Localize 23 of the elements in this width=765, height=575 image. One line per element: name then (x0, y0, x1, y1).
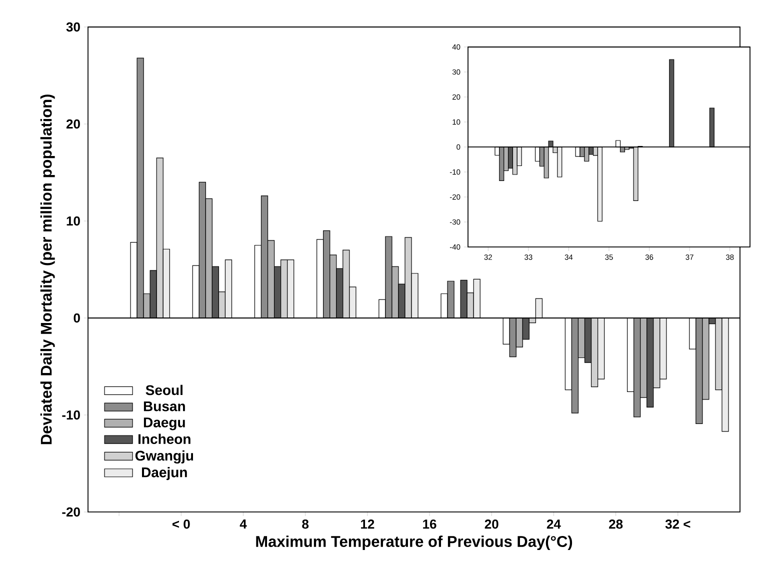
y-tick-label: 10 (66, 216, 80, 226)
x-tick-label: 4 (240, 520, 247, 528)
legend-label: Gwangju (135, 450, 194, 464)
legend-label: Daejun (142, 467, 187, 480)
y-axis-title: Deviated Daily Mortality (per million population) (40, 94, 55, 444)
y-tick-label: 30 (66, 22, 80, 32)
legend-label: Seoul (146, 384, 182, 396)
x-tick-label: 20 (484, 520, 498, 529)
x-axis-title: Maximum Temperature of Previous Day(°C) (256, 536, 572, 550)
y-tick-label: 0 (74, 313, 80, 323)
legend-label: Incheon (138, 434, 190, 444)
legend-label: Daegu (144, 418, 185, 430)
y-tick-label: -20 (62, 507, 80, 517)
x-tick-label: 12 (361, 520, 374, 529)
x-tick-label: 28 (609, 520, 623, 529)
y-tick-label: -10 (62, 410, 80, 420)
x-tick-label: < 0 (172, 520, 190, 529)
legend-label: Busan (144, 401, 185, 412)
x-tick-label: 24 (546, 520, 561, 529)
x-tick-label: 8 (302, 520, 309, 529)
x-tick-label: 16 (423, 520, 436, 529)
y-tick-label: 20 (66, 119, 80, 129)
x-tick-label: 32 < (665, 520, 690, 529)
